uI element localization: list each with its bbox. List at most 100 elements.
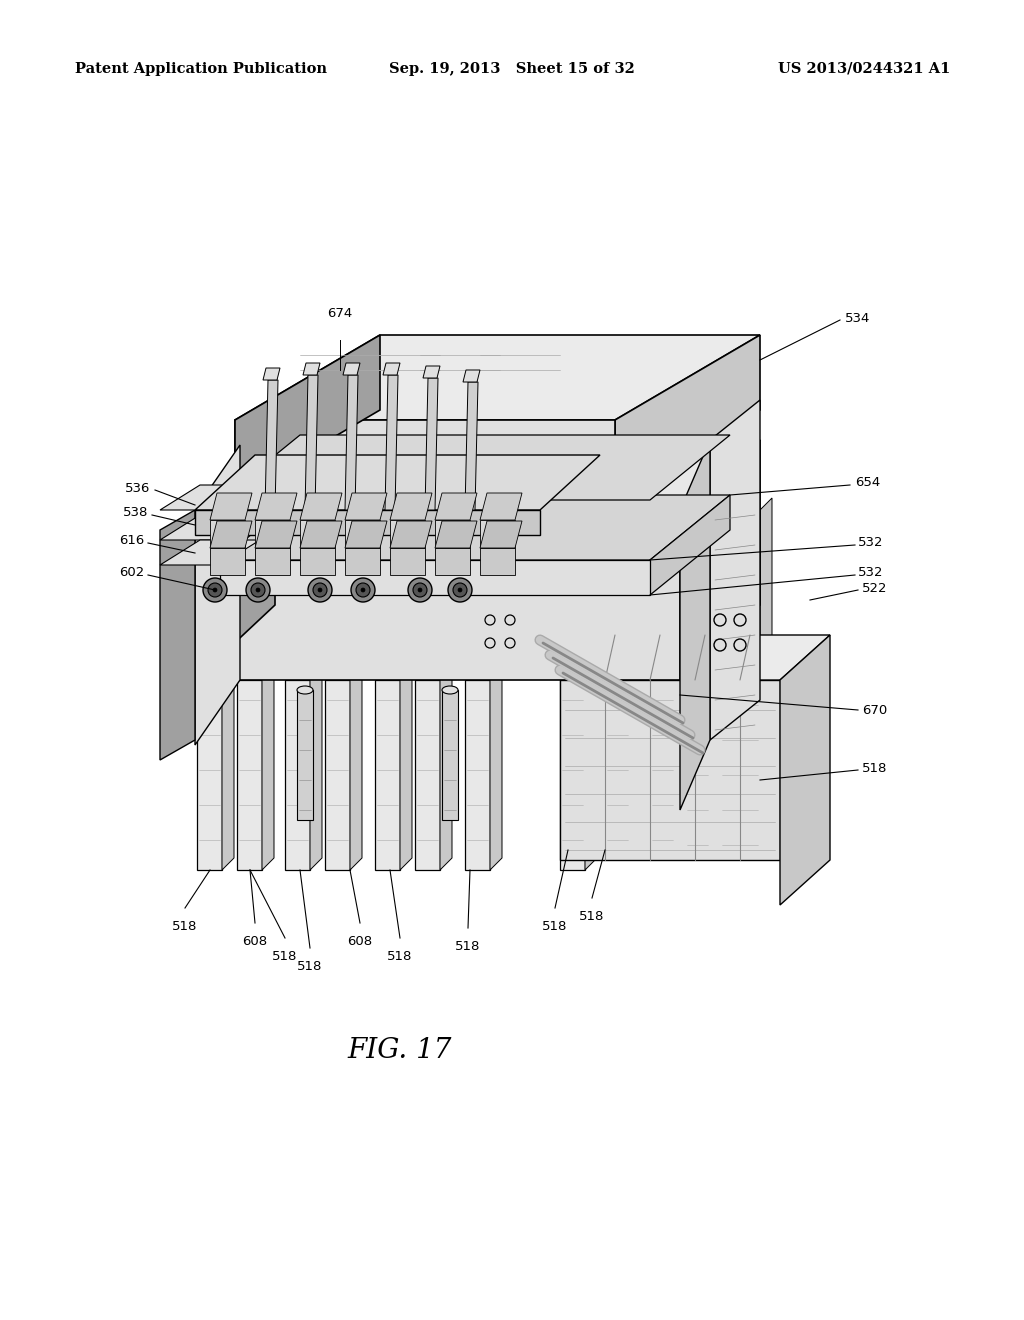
Text: 536: 536 [125, 482, 150, 495]
Text: 534: 534 [845, 312, 870, 325]
Circle shape [203, 578, 227, 602]
Text: 602: 602 [119, 566, 144, 579]
Text: 608: 608 [347, 935, 373, 948]
Polygon shape [255, 548, 290, 576]
Polygon shape [160, 484, 260, 510]
Circle shape [453, 583, 467, 597]
Text: FIG. 17: FIG. 17 [348, 1036, 453, 1064]
Text: 674: 674 [328, 308, 352, 319]
Text: Sep. 19, 2013   Sheet 15 of 32: Sep. 19, 2013 Sheet 15 of 32 [389, 62, 635, 77]
Circle shape [208, 583, 222, 597]
Circle shape [213, 587, 217, 591]
Polygon shape [680, 440, 760, 680]
Polygon shape [234, 335, 380, 495]
Text: Patent Application Publication: Patent Application Publication [75, 62, 327, 77]
Polygon shape [780, 635, 830, 906]
Polygon shape [345, 548, 380, 576]
Text: 616: 616 [119, 535, 144, 548]
Polygon shape [300, 492, 342, 520]
Polygon shape [440, 668, 452, 870]
Polygon shape [480, 548, 515, 576]
Polygon shape [220, 560, 650, 595]
Polygon shape [160, 515, 260, 540]
Polygon shape [400, 668, 412, 870]
Polygon shape [385, 375, 398, 510]
Circle shape [308, 578, 332, 602]
Polygon shape [480, 492, 522, 520]
Polygon shape [480, 521, 522, 548]
Polygon shape [465, 381, 478, 510]
Ellipse shape [442, 686, 458, 694]
Circle shape [251, 583, 265, 597]
Polygon shape [490, 668, 502, 870]
Polygon shape [303, 363, 319, 375]
Text: US 2013/0244321 A1: US 2013/0244321 A1 [777, 62, 950, 77]
Polygon shape [680, 440, 710, 810]
Polygon shape [345, 375, 358, 510]
Circle shape [408, 578, 432, 602]
Text: 518: 518 [387, 950, 413, 964]
Polygon shape [255, 520, 290, 548]
Polygon shape [262, 668, 274, 870]
Circle shape [256, 587, 260, 591]
Polygon shape [435, 520, 470, 548]
Polygon shape [375, 680, 400, 870]
Polygon shape [222, 668, 234, 870]
Circle shape [246, 578, 270, 602]
Polygon shape [160, 540, 260, 565]
Polygon shape [560, 635, 830, 680]
Text: 670: 670 [862, 704, 887, 717]
Polygon shape [195, 440, 760, 510]
Polygon shape [195, 510, 540, 535]
Polygon shape [345, 520, 380, 548]
Polygon shape [390, 521, 432, 548]
Circle shape [313, 583, 327, 597]
Text: 538: 538 [123, 507, 148, 520]
Polygon shape [710, 498, 722, 850]
Polygon shape [195, 445, 240, 744]
Polygon shape [234, 335, 760, 420]
Polygon shape [234, 420, 615, 495]
Polygon shape [585, 668, 597, 870]
Polygon shape [615, 335, 760, 495]
Text: 518: 518 [862, 762, 888, 775]
Polygon shape [300, 520, 335, 548]
Polygon shape [310, 668, 322, 870]
Polygon shape [465, 680, 490, 870]
Circle shape [351, 578, 375, 602]
Polygon shape [220, 436, 730, 500]
Polygon shape [345, 492, 387, 520]
Polygon shape [195, 440, 275, 680]
Polygon shape [300, 548, 335, 576]
Ellipse shape [297, 686, 313, 694]
Polygon shape [220, 495, 730, 560]
Text: 518: 518 [297, 960, 323, 973]
Text: 654: 654 [855, 477, 881, 490]
Polygon shape [325, 680, 350, 870]
Polygon shape [210, 548, 245, 576]
Polygon shape [650, 495, 730, 595]
Polygon shape [210, 521, 252, 548]
Polygon shape [195, 510, 680, 680]
Circle shape [449, 578, 472, 602]
Polygon shape [560, 680, 585, 870]
Polygon shape [435, 492, 477, 520]
Polygon shape [210, 492, 252, 520]
Polygon shape [435, 548, 470, 576]
Polygon shape [425, 378, 438, 510]
Text: 532: 532 [858, 536, 884, 549]
Circle shape [418, 587, 422, 591]
Text: 532: 532 [858, 566, 884, 579]
Polygon shape [237, 680, 262, 870]
Polygon shape [630, 668, 642, 850]
Polygon shape [463, 370, 480, 381]
Circle shape [413, 583, 427, 597]
Polygon shape [435, 521, 477, 548]
Polygon shape [383, 363, 400, 375]
Polygon shape [160, 510, 195, 760]
Polygon shape [560, 680, 780, 861]
Polygon shape [300, 521, 342, 548]
Polygon shape [210, 520, 245, 548]
Polygon shape [390, 548, 425, 576]
Polygon shape [650, 680, 675, 850]
